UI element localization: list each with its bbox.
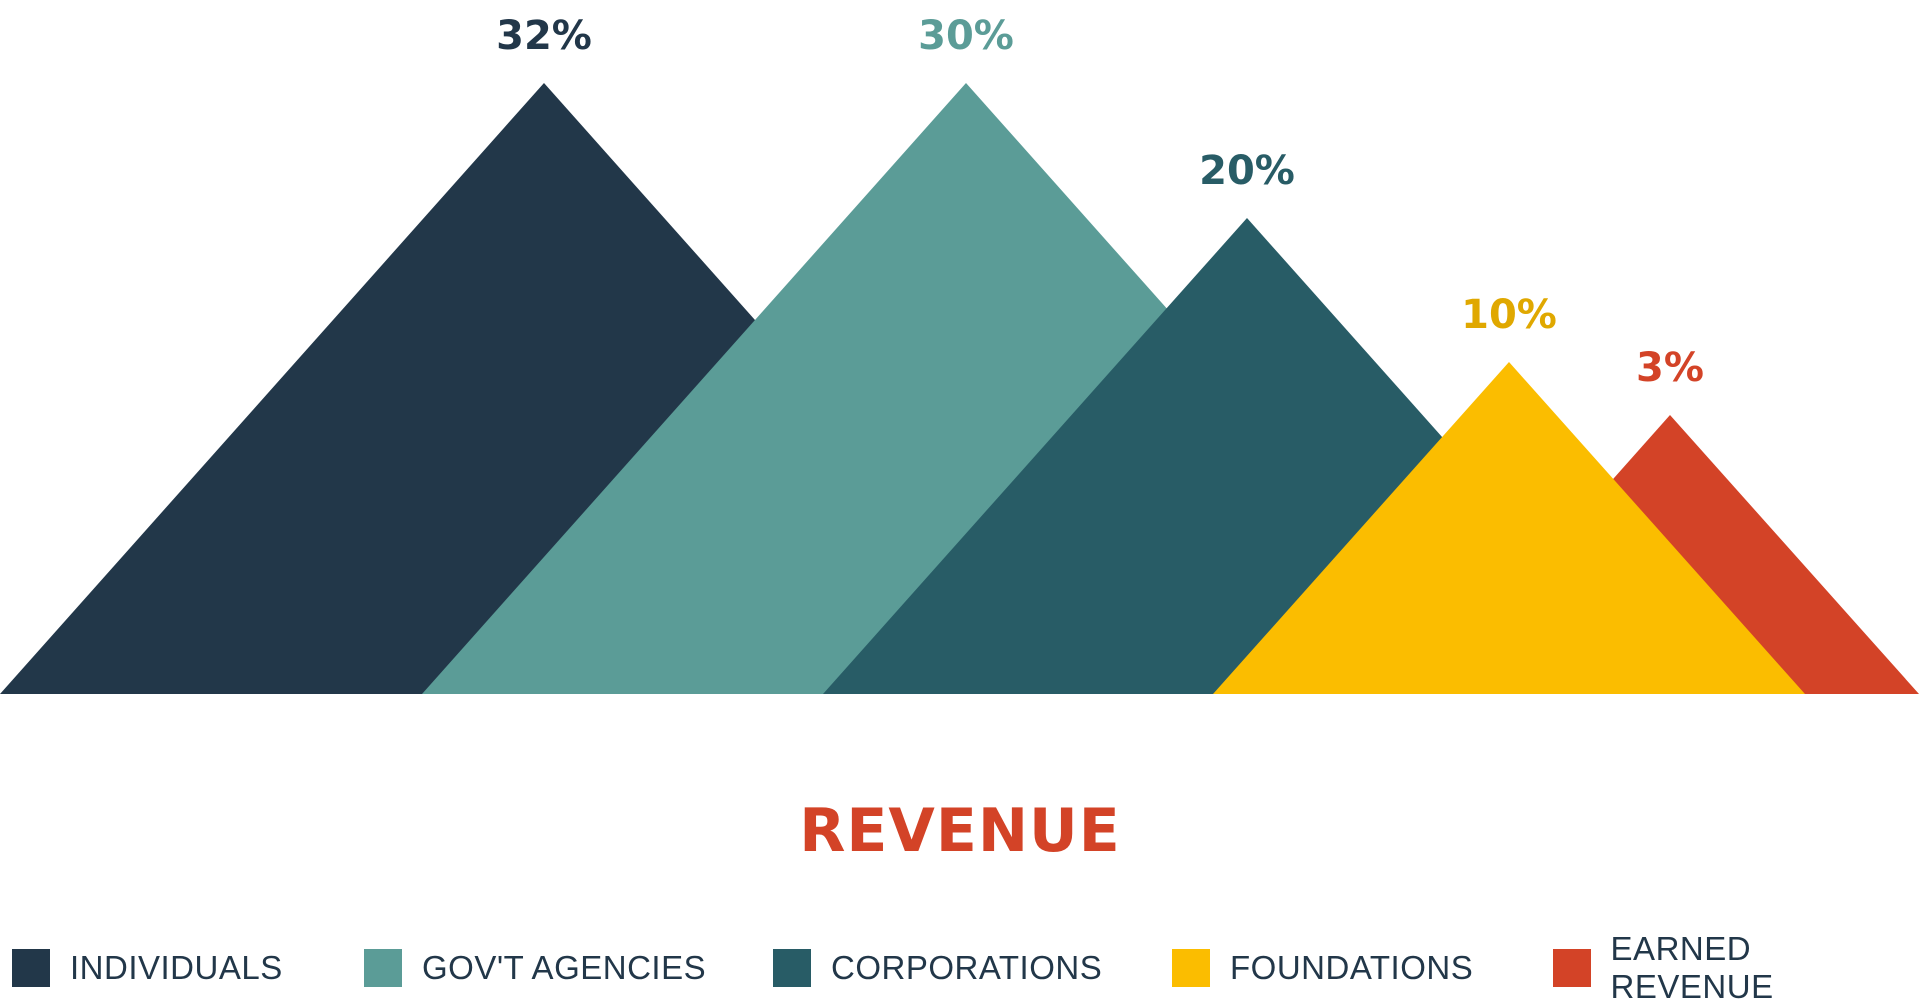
data-label: 32%: [496, 13, 592, 59]
legend-label: FOUNDATIONS: [1230, 949, 1474, 986]
legend-swatch: [1172, 949, 1210, 987]
data-label: 20%: [1199, 148, 1295, 194]
legend-label: INDIVIDUALS: [70, 949, 283, 986]
legend-swatch: [1553, 949, 1591, 987]
legend-swatch: [773, 949, 811, 987]
legend-item: INDIVIDUALS: [12, 949, 283, 987]
data-label: 30%: [918, 13, 1014, 59]
legend-item: GOV'T AGENCIES: [364, 949, 706, 987]
legend-swatch: [364, 949, 402, 987]
legend-item: EARNED REVENUE: [1553, 930, 1920, 1005]
legend-label: GOV'T AGENCIES: [422, 949, 707, 986]
legend-swatch: [12, 949, 50, 987]
legend-label: EARNED REVENUE: [1610, 930, 1774, 1005]
chart-title: REVENUE: [799, 796, 1121, 866]
legend-label: CORPORATIONS: [831, 949, 1103, 986]
data-label: 10%: [1461, 292, 1557, 338]
triangle-foundations: [1213, 362, 1805, 694]
legend-item: FOUNDATIONS: [1172, 949, 1473, 987]
data-label: 3%: [1636, 345, 1704, 391]
legend-item: CORPORATIONS: [773, 949, 1102, 987]
